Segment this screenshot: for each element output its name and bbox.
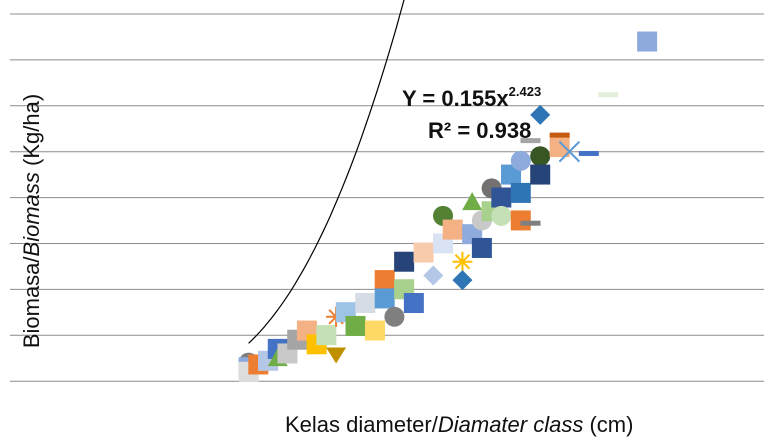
- data-point: [530, 146, 551, 167]
- data-point: [374, 288, 395, 309]
- trendline: [248, 0, 405, 344]
- x-axis-label: Kelas diameter/Diamater class (cm): [285, 412, 634, 437]
- data-point: [558, 140, 581, 163]
- data-point: [471, 237, 492, 258]
- data-point: [413, 242, 434, 263]
- gridlines: [10, 13, 764, 382]
- data-point: [452, 251, 473, 272]
- r-squared-label: R² = 0.938: [428, 118, 532, 143]
- data-point: [520, 220, 541, 226]
- data-point: [549, 132, 570, 138]
- data-point: [598, 92, 619, 98]
- data-point: [442, 219, 463, 240]
- data-point: [403, 293, 424, 314]
- data-point: [510, 210, 531, 231]
- data-point: [578, 150, 599, 156]
- data-point: [452, 270, 473, 291]
- y-axis-label: Biomasa/Biomass (Kg/ha): [19, 93, 44, 349]
- data-point: [384, 306, 405, 327]
- data-point: [530, 164, 551, 185]
- data-point: [510, 182, 531, 203]
- data-point: [530, 104, 551, 125]
- data-point: [491, 187, 512, 208]
- data-point: [462, 192, 483, 211]
- data-points: [238, 31, 658, 382]
- data-point: [549, 137, 570, 158]
- data-point: [316, 325, 337, 346]
- data-point: [520, 138, 541, 144]
- data-point: [355, 293, 376, 314]
- data-point: [364, 320, 385, 341]
- data-point: [510, 150, 531, 171]
- trendline-equation: Y = 0.155x2.423: [402, 84, 542, 111]
- data-point: [374, 270, 395, 291]
- data-point: [345, 315, 366, 336]
- data-point: [423, 265, 444, 286]
- data-point: [637, 31, 658, 52]
- data-point: [394, 251, 415, 272]
- data-point: [326, 347, 347, 364]
- data-point: [491, 205, 512, 226]
